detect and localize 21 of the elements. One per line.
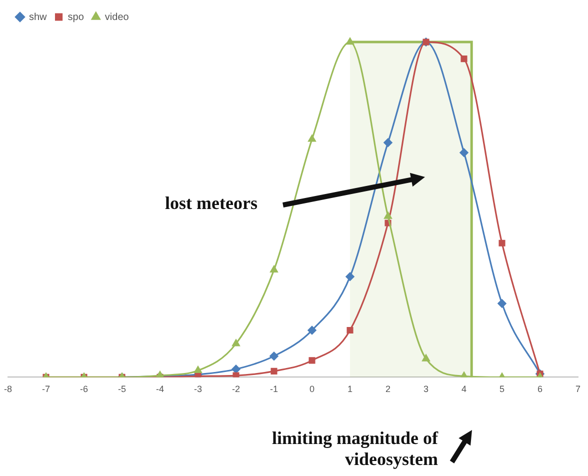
x-tick-label: 4 [461,384,467,394]
x-tick-label: -4 [156,384,164,394]
legend-label: spo [68,12,84,23]
legend-label: video [104,12,130,23]
x-tick-label: 3 [423,384,429,394]
x-tick-label: -8 [4,384,12,394]
x-tick-label: 5 [499,384,505,394]
x-tick-label: -7 [42,384,50,394]
text: limiting magnitude of videosystem [270,428,438,470]
x-tick-label: -1 [270,384,278,394]
x-tick-label: 1 [347,384,353,394]
x-tick-label: 6 [537,384,543,394]
x-tick-label: -2 [232,384,240,394]
x-tick-label: -3 [194,384,202,394]
legend-label: shw [29,12,48,23]
x-tick-label: -5 [118,384,126,394]
x-tick-label: 7 [575,384,581,394]
x-tick-label: -6 [80,384,88,394]
x-tick-label: 0 [309,384,315,394]
annotation: lost meteors [165,193,258,214]
x-tick-label: 2 [385,384,391,394]
